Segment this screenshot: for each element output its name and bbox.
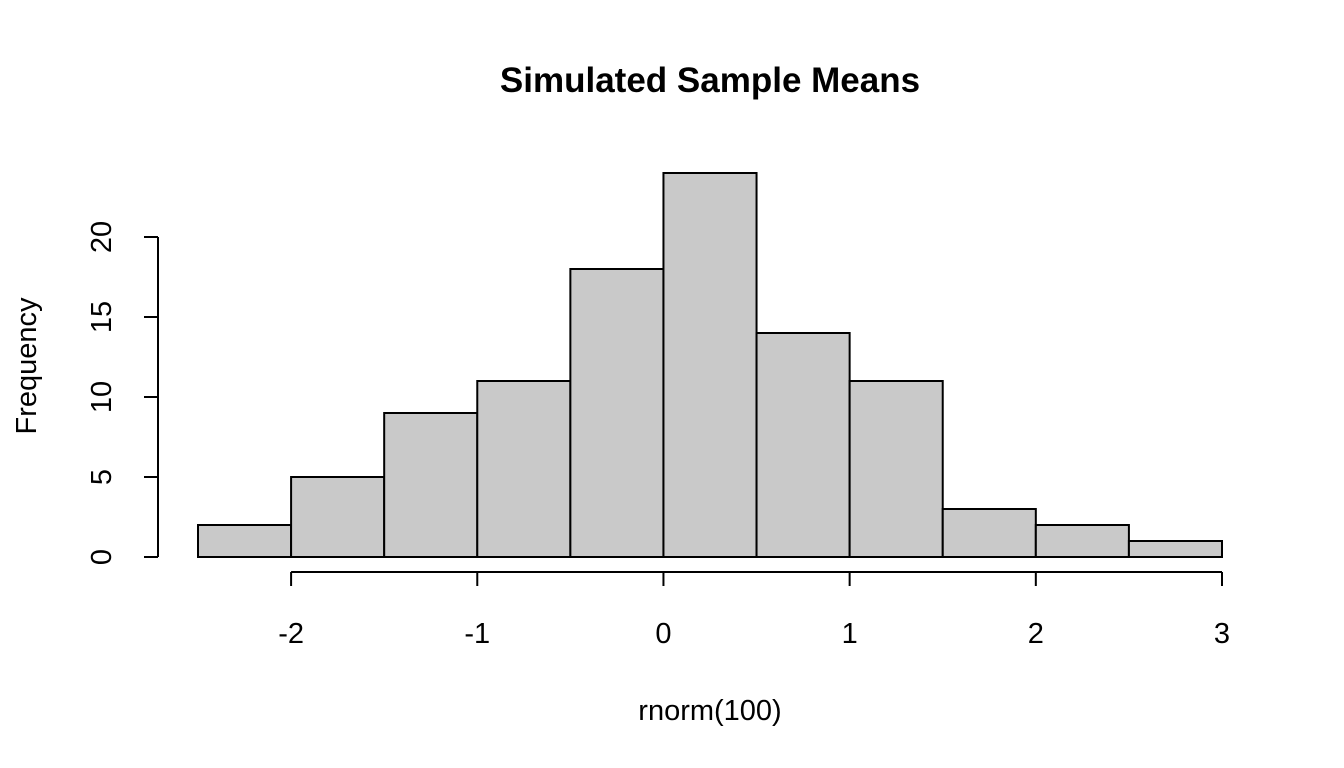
- y-axis: 0 5 10 15 20: [86, 221, 159, 565]
- y-tick-label: 5: [86, 469, 118, 485]
- x-tick-label: -1: [464, 618, 490, 650]
- x-tick-label: 3: [1214, 618, 1230, 650]
- y-tick-label: 20: [86, 221, 118, 253]
- histogram-bar: [383, 412, 479, 558]
- histogram-bar: [1127, 540, 1223, 558]
- y-tick-label: 0: [86, 549, 118, 565]
- y-tick-label: 10: [86, 381, 118, 413]
- histogram-bar: [941, 508, 1037, 558]
- bars-group: [197, 172, 1223, 558]
- x-tick-label: 0: [655, 618, 671, 650]
- x-tick-label: -2: [278, 618, 304, 650]
- y-axis-label: Frequency: [11, 297, 43, 435]
- histogram-bar: [569, 268, 665, 558]
- histogram-bar: [662, 172, 758, 558]
- y-tick-label: 15: [86, 301, 118, 333]
- x-tick-label: 1: [842, 618, 858, 650]
- chart-title: Simulated Sample Means: [500, 61, 920, 100]
- histogram-bar: [290, 476, 386, 558]
- histogram-bar: [197, 524, 293, 558]
- histogram-bar: [755, 332, 851, 558]
- histogram-bar: [848, 380, 944, 558]
- x-axis: -2 -1 0 1 2 3: [278, 571, 1230, 650]
- histogram-bar: [1034, 524, 1130, 558]
- x-tick-label: 2: [1028, 618, 1044, 650]
- histogram-bar: [476, 380, 572, 558]
- x-axis-label: rnorm(100): [638, 695, 781, 727]
